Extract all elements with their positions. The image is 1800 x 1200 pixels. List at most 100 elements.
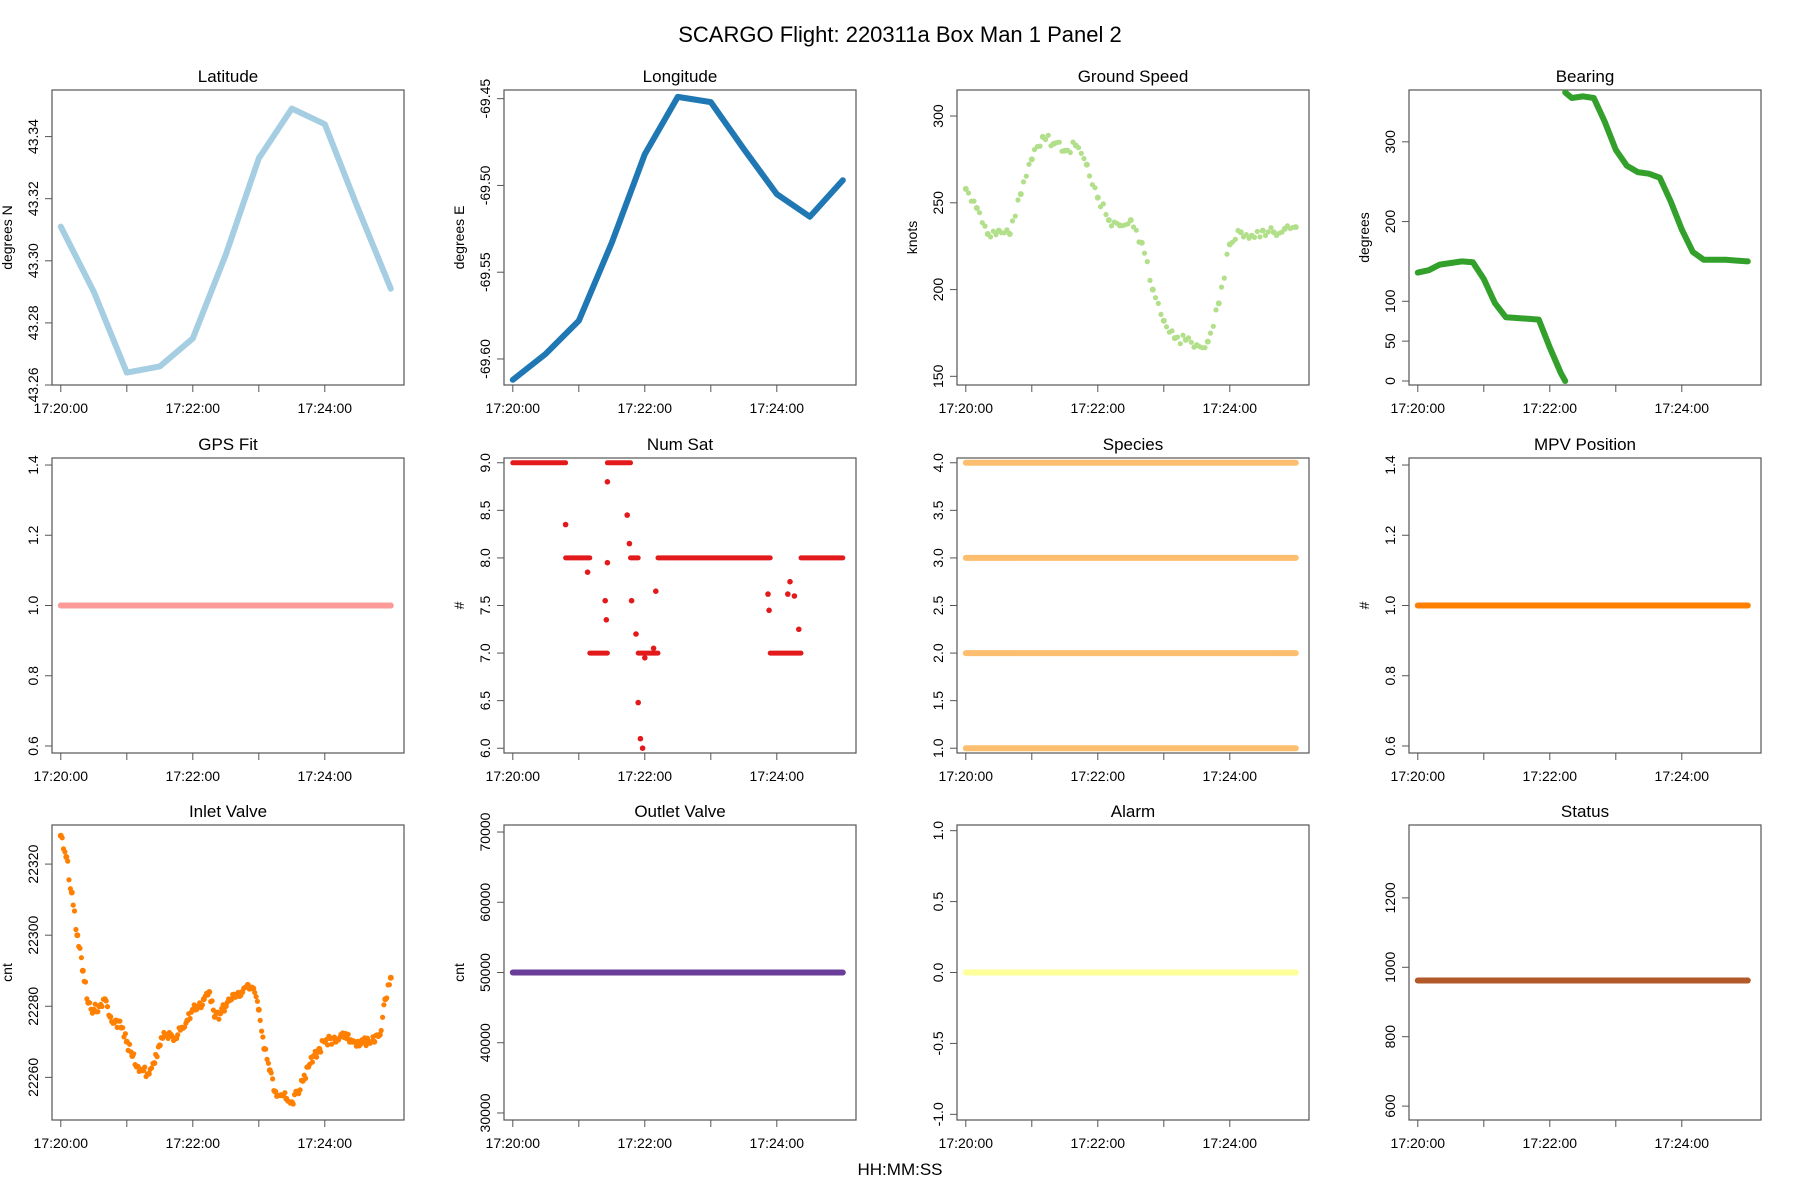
data-layer (57, 105, 394, 376)
x-tick-label: 17:20:00 (1391, 768, 1446, 784)
panel-bearing: Bearing degrees 0 50 100 200 300 17:20:00 17:22:… (1356, 67, 1762, 416)
data-point-interp (1279, 229, 1285, 235)
y-tick-label: 300 (930, 104, 946, 128)
panel-status: Status 600 800 1000 1200 17:20:00 17:22:00 17:2… (1382, 802, 1762, 1151)
data-point (603, 617, 610, 623)
data-point-interp (1103, 211, 1109, 218)
data-point (791, 593, 798, 599)
data-point-interp (144, 1071, 150, 1077)
data-point-interp (1037, 143, 1043, 149)
data-point-interp (187, 1015, 193, 1022)
data-point-interp (329, 1041, 335, 1047)
data-point-interp (191, 1002, 197, 1008)
data-point-interp (194, 1006, 200, 1012)
data-point (604, 559, 611, 566)
data-point-interp (257, 1017, 263, 1024)
data-point (1448, 260, 1454, 266)
data-point (1635, 169, 1641, 175)
plot-frame (1408, 89, 1762, 386)
data-point-interp (142, 1064, 148, 1070)
y-axis-label: knots (904, 221, 920, 254)
data-point-interp (155, 1044, 161, 1050)
data-point-interp (1265, 229, 1271, 235)
data-point-interp (260, 1034, 266, 1040)
data-point-interp (88, 1006, 94, 1012)
data-point-interp (1075, 145, 1082, 151)
y-tick-label: 1.4 (25, 455, 41, 475)
x-tick-label: 17:20:00 (34, 1135, 89, 1151)
x-tick-label: 17:24:00 (298, 400, 353, 416)
x-tick-label: 17:20:00 (486, 768, 541, 784)
data-point-interp (106, 1012, 112, 1018)
y-tick-label: 0.6 (25, 736, 41, 756)
data-point-interp (1086, 173, 1093, 179)
data-point (1723, 257, 1729, 262)
data-point-interp (188, 1009, 194, 1015)
data-point-interp (297, 1087, 303, 1093)
panel-ground-speed: Ground Speed knots 150 200 250 300 17:20:00 17:… (904, 67, 1310, 416)
data-point-interp (209, 998, 215, 1004)
data-point-interp (199, 1002, 205, 1008)
data-point (1580, 94, 1586, 99)
data-point (624, 512, 630, 518)
data-point-interp (308, 1054, 314, 1060)
data-point-interp (66, 877, 72, 883)
data-point-interp (325, 1042, 331, 1048)
x-tick-label: 17:20:00 (1391, 400, 1446, 416)
data-point-interp (271, 1088, 277, 1094)
data-point (584, 569, 591, 575)
data-point-interp (1254, 228, 1260, 235)
x-tick-label: 17:20:00 (939, 400, 994, 416)
data-point (74, 932, 81, 939)
plot-frame (503, 89, 857, 386)
y-tick-label: 1.0 (25, 596, 41, 616)
data-point-interp (87, 1000, 93, 1006)
data-point (1613, 147, 1619, 152)
y-tick-label: 7.5 (477, 596, 493, 616)
data-point (1701, 257, 1707, 262)
y-tick-label: 8.5 (477, 500, 493, 520)
data-point (1624, 163, 1630, 168)
panel-title: Num Sat (647, 435, 713, 454)
data-point-interp (175, 1032, 181, 1038)
data-point (1569, 95, 1575, 101)
y-axis-label: degrees E (451, 206, 467, 270)
data-point-interp (1218, 284, 1225, 290)
data-point-interp (1221, 275, 1227, 281)
x-tick-label: 17:24:00 (298, 768, 353, 784)
data-point-interp (1133, 227, 1139, 233)
data-point-interp (150, 1060, 156, 1066)
x-tick-label: 17:22:00 (1071, 400, 1126, 416)
y-axis-label: degrees N (0, 205, 15, 270)
y-tick-label: 800 (1382, 1025, 1398, 1049)
data-point-interp (1174, 334, 1181, 340)
data-point (1481, 276, 1487, 282)
data-point-interp (1202, 345, 1208, 351)
data-point-interp (1015, 197, 1021, 203)
panel-title: MPV Position (1534, 435, 1636, 454)
x-tick-label: 17:20:00 (939, 768, 994, 784)
series-line (509, 93, 846, 383)
y-tick-label: 1.0 (930, 821, 946, 841)
data-point-interp (1012, 213, 1018, 219)
figure-title: SCARGO Flight: 220311a Box Man 1 Panel 2 (678, 22, 1122, 47)
data-point-interp (993, 232, 999, 238)
x-tick-label: 17:24:00 (1655, 1135, 1710, 1151)
data-point-interp (309, 1059, 315, 1065)
data-point-interp (67, 886, 73, 892)
data-point-interp (987, 234, 994, 240)
data-point-interp (1078, 150, 1084, 156)
data-point (1563, 378, 1568, 384)
data-point (1006, 231, 1013, 237)
data-point-interp (1045, 132, 1051, 138)
data-point-interp (221, 1008, 227, 1014)
y-tick-label: 300 (1382, 130, 1398, 154)
x-tick-label: 17:22:00 (1071, 768, 1126, 784)
x-tick-label: 17:20:00 (939, 1135, 994, 1151)
y-tick-label: 3.0 (930, 548, 946, 568)
data-point-interp (1125, 221, 1131, 227)
data-point-interp (127, 1041, 133, 1047)
data-point-interp (161, 1029, 167, 1036)
panel-mpv-position: MPV Position #0.6 0.8 1.0 1.2 1.4 17:20:00 17:2… (1356, 435, 1762, 784)
